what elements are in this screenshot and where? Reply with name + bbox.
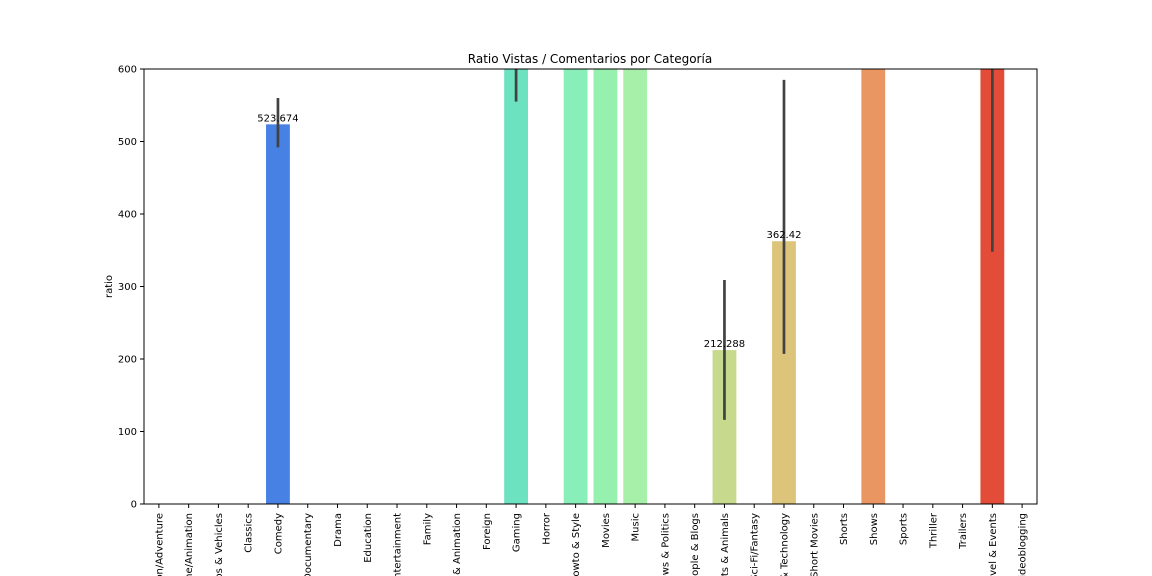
- value-label: 362.42: [766, 230, 801, 241]
- y-tick-label: 400: [118, 210, 137, 221]
- x-tick-label: Movies: [601, 513, 612, 548]
- bar: [772, 241, 796, 504]
- y-tick-label: 0: [131, 500, 137, 511]
- x-tick-label: Thriller: [928, 512, 939, 549]
- y-tick-label: 300: [118, 282, 137, 293]
- bar: [861, 69, 886, 504]
- x-tick-label: Trailers: [958, 513, 969, 550]
- x-tick-label: Gaming: [512, 513, 523, 552]
- bar: [623, 69, 648, 504]
- x-tick-label: Science & Technology: [779, 513, 790, 576]
- x-tick-label: Film & Animation: [452, 513, 463, 576]
- x-tick-label: Sci-Fi/Fantasy: [750, 513, 761, 576]
- x-tick-label: News & Politics: [660, 513, 671, 576]
- x-tick-label: Howto & Style: [571, 513, 582, 576]
- x-tick-label: Shorts: [839, 513, 850, 545]
- x-tick-label: Classics: [244, 513, 255, 553]
- x-tick-label: Pets & Animals: [720, 513, 731, 576]
- bar: [504, 69, 528, 504]
- x-tick-label: Comedy: [273, 513, 284, 554]
- value-label: 212.288: [704, 339, 745, 350]
- value-label: 523.674: [257, 113, 298, 124]
- bar: [980, 69, 1005, 504]
- x-tick-label: Action/Adventure: [154, 513, 165, 576]
- x-tick-label: Sports: [899, 513, 910, 545]
- x-tick-label: Shows: [869, 513, 880, 545]
- x-tick-label: Anime/Animation: [184, 513, 195, 576]
- chart-title: Ratio Vistas / Comentarios por Categoría: [468, 52, 712, 66]
- x-tick-label: Foreign: [482, 513, 493, 550]
- x-tick-label: People & Blogs: [690, 513, 701, 576]
- bar: [593, 69, 618, 504]
- y-axis-label: ratio: [104, 275, 115, 298]
- y-tick-label: 600: [118, 65, 137, 76]
- bar: [563, 69, 588, 504]
- x-tick-label: Autos & Vehicles: [214, 513, 225, 576]
- x-tick-label: Videoblogging: [1018, 513, 1029, 576]
- bar: [712, 350, 737, 504]
- x-tick-label: Short Movies: [809, 513, 820, 576]
- plot-area: [266, 69, 1005, 504]
- x-tick-label: Horror: [541, 512, 552, 545]
- x-tick-label: Family: [422, 513, 433, 545]
- y-tick-label: 500: [118, 137, 137, 148]
- x-tick-label: Entertainment: [393, 513, 404, 576]
- x-tick-label: Drama: [333, 513, 344, 547]
- bar: [266, 124, 290, 504]
- x-tick-label: Travel & Events: [988, 513, 999, 576]
- x-tick-label: Music: [631, 513, 642, 541]
- y-tick-label: 200: [118, 355, 137, 366]
- x-tick-label: Education: [363, 513, 374, 563]
- y-tick-label: 100: [118, 427, 137, 438]
- x-tick-label: Documentary: [303, 513, 314, 576]
